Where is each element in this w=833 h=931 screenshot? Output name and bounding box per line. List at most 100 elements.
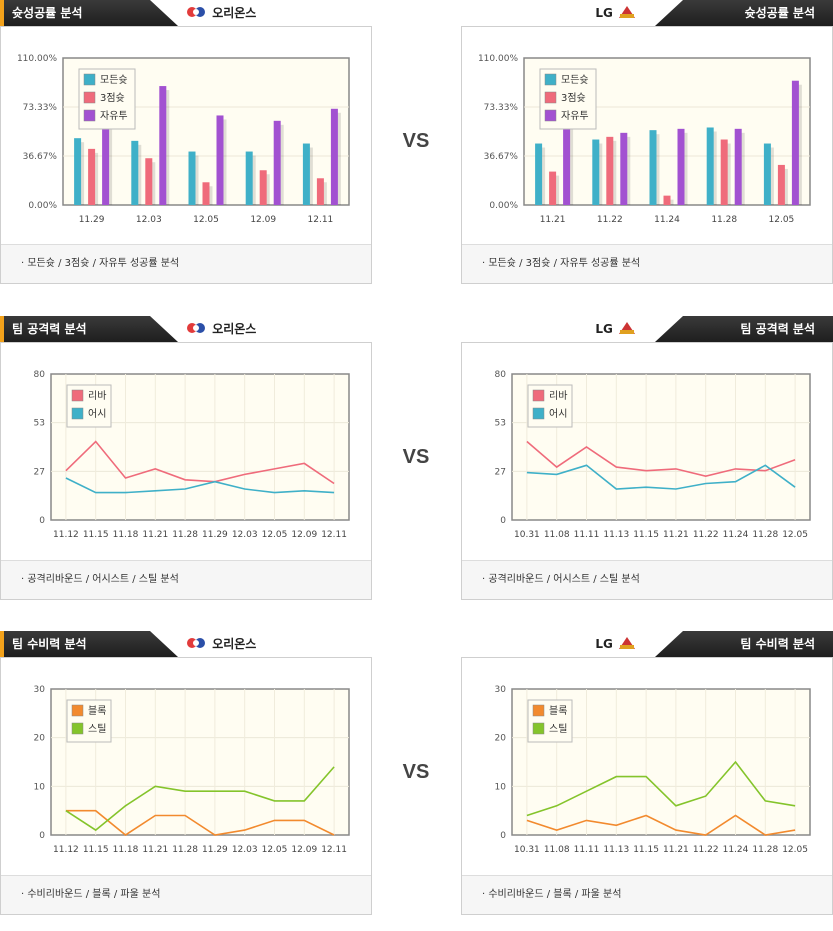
x-tick-label: 11.08 — [544, 845, 570, 855]
panel-footer: · 공격리바운드 / 어시스트 / 스틸 분석 — [462, 560, 832, 599]
legend-label: 모든슛 — [100, 74, 128, 86]
legend-swatch — [532, 704, 545, 717]
section-title: 팀 공격력 분석 — [12, 322, 87, 336]
legend-swatch — [532, 722, 545, 735]
y-tick-label: 36.67% — [484, 152, 519, 162]
x-tick-label: 11.24 — [723, 845, 749, 855]
legend-label: 자유투 — [100, 110, 128, 122]
x-tick-label: 12.05 — [262, 845, 288, 855]
bar — [677, 128, 685, 205]
legend-swatch — [71, 407, 84, 420]
y-tick-label: 110.00% — [478, 54, 518, 64]
x-tick-label: 12.03 — [232, 845, 258, 855]
team-name-right: LG — [595, 322, 613, 336]
team-name-right: LG — [595, 6, 613, 20]
chart-panel-right: 80 53 27 0 10.31 11.08 11.11 11.13 11.15 11.21 11.… — [461, 342, 833, 600]
x-tick-label: 11.28 — [752, 530, 778, 540]
x-tick-label: 12.05 — [782, 845, 808, 855]
accent-bar — [0, 316, 4, 342]
legend-swatch — [544, 73, 557, 86]
x-tick-label: 11.11 — [574, 845, 600, 855]
x-tick-label: 11.29 — [202, 845, 228, 855]
section-title: 슛성공률 분석 — [12, 6, 83, 20]
y-tick-label: 110.00% — [17, 54, 57, 64]
legend-label: 리바 — [88, 390, 106, 402]
x-tick-label: 12.11 — [308, 215, 334, 225]
x-tick-label: 11.28 — [172, 530, 198, 540]
lg-logo-icon — [617, 635, 637, 654]
legend-swatch — [83, 91, 96, 104]
team-left: 오리온스 — [186, 635, 256, 653]
section-title: 팀 수비력 분석 — [740, 637, 815, 651]
orions-logo-icon — [186, 321, 208, 338]
panel-footer: · 수비리바운드 / 블록 / 파울 분석 — [1, 875, 371, 914]
bar — [259, 170, 267, 205]
legend-label: 리바 — [549, 390, 567, 402]
chart-panel-right: 110.00% 73.33% 36.67% 0.00% 11.21 11.22 11.24 1… — [461, 26, 833, 284]
legend-swatch — [544, 109, 557, 122]
bar — [159, 86, 167, 205]
x-tick-label: 11.12 — [53, 845, 79, 855]
lg-logo-icon — [617, 4, 637, 23]
x-tick-label: 11.15 — [633, 845, 659, 855]
section-tab-right: 슛성공률 분석 — [655, 0, 833, 26]
section-tab-left: 슛성공률 분석 — [0, 0, 178, 26]
line-chart-right: 30 20 10 0 10.31 11.08 11.11 11.13 11.15 11.21 11.… — [495, 685, 811, 855]
x-tick-label: 11.22 — [597, 215, 623, 225]
x-tick-label: 12.09 — [291, 530, 317, 540]
vs-label: VS — [402, 761, 430, 783]
lg-logo-icon — [617, 320, 637, 339]
bar — [273, 120, 281, 205]
x-tick-label: 11.13 — [603, 530, 629, 540]
y-tick-label: 80 — [495, 370, 507, 380]
bar — [606, 136, 614, 205]
x-tick-label: 11.21 — [663, 845, 689, 855]
x-tick-label: 11.28 — [172, 845, 198, 855]
section-title: 슛성공률 분석 — [744, 6, 815, 20]
section-shooting: 슛성공률 분석 오리온스 LG 슛성공률 분석 110.00% 73.33% 36.… — [0, 0, 833, 300]
accent-bar — [0, 631, 4, 657]
series-line — [65, 440, 335, 485]
team-right: LG — [595, 320, 637, 339]
line-chart-right: 80 53 27 0 10.31 11.08 11.11 11.13 11.15 11.21 11.… — [495, 370, 811, 540]
bar — [563, 120, 571, 205]
bar — [102, 120, 110, 205]
bar — [145, 158, 153, 205]
x-tick-label: 10.31 — [514, 530, 540, 540]
bar — [649, 130, 657, 205]
bar — [777, 164, 785, 205]
x-tick-label: 12.05 — [782, 530, 808, 540]
series-line — [65, 477, 335, 494]
x-tick-label: 12.09 — [250, 215, 276, 225]
x-tick-label: 12.05 — [769, 215, 795, 225]
series-line — [526, 814, 796, 836]
chart-panel-left: 30 20 10 0 11.12 11.15 11.18 11.21 11.28 11.29 12.… — [0, 657, 372, 915]
header-right: LG 팀 공격력 분석 — [461, 316, 833, 342]
x-tick-label: 11.24 — [654, 215, 680, 225]
bar — [88, 148, 96, 205]
bar — [74, 138, 82, 205]
legend-swatch — [83, 109, 96, 122]
x-tick-label: 11.21 — [663, 530, 689, 540]
x-tick-label: 11.13 — [603, 845, 629, 855]
x-tick-label: 11.24 — [723, 530, 749, 540]
x-tick-label: 11.18 — [113, 530, 139, 540]
legend-swatch — [71, 722, 84, 735]
y-tick-label: 0 — [500, 831, 506, 841]
section-tab-left: 팀 공격력 분석 — [0, 316, 178, 342]
legend-label: 스틸 — [549, 722, 567, 735]
line-chart-left: 30 20 10 0 11.12 11.15 11.18 11.21 11.28 11.29 12.… — [34, 685, 350, 855]
legend-label: 모든슛 — [561, 74, 589, 86]
legend-swatch — [71, 704, 84, 717]
legend-label: 3점슛 — [561, 92, 586, 104]
y-tick-label: 0 — [39, 831, 45, 841]
x-tick-label: 12.03 — [136, 215, 162, 225]
section-title: 팀 수비력 분석 — [12, 637, 87, 651]
y-tick-label: 0.00% — [489, 201, 518, 211]
bar — [592, 139, 600, 205]
x-tick-label: 12.11 — [321, 845, 347, 855]
bar — [620, 132, 628, 205]
series-line — [526, 760, 796, 817]
y-tick-label: 27 — [34, 467, 45, 477]
x-tick-label: 11.28 — [711, 215, 737, 225]
